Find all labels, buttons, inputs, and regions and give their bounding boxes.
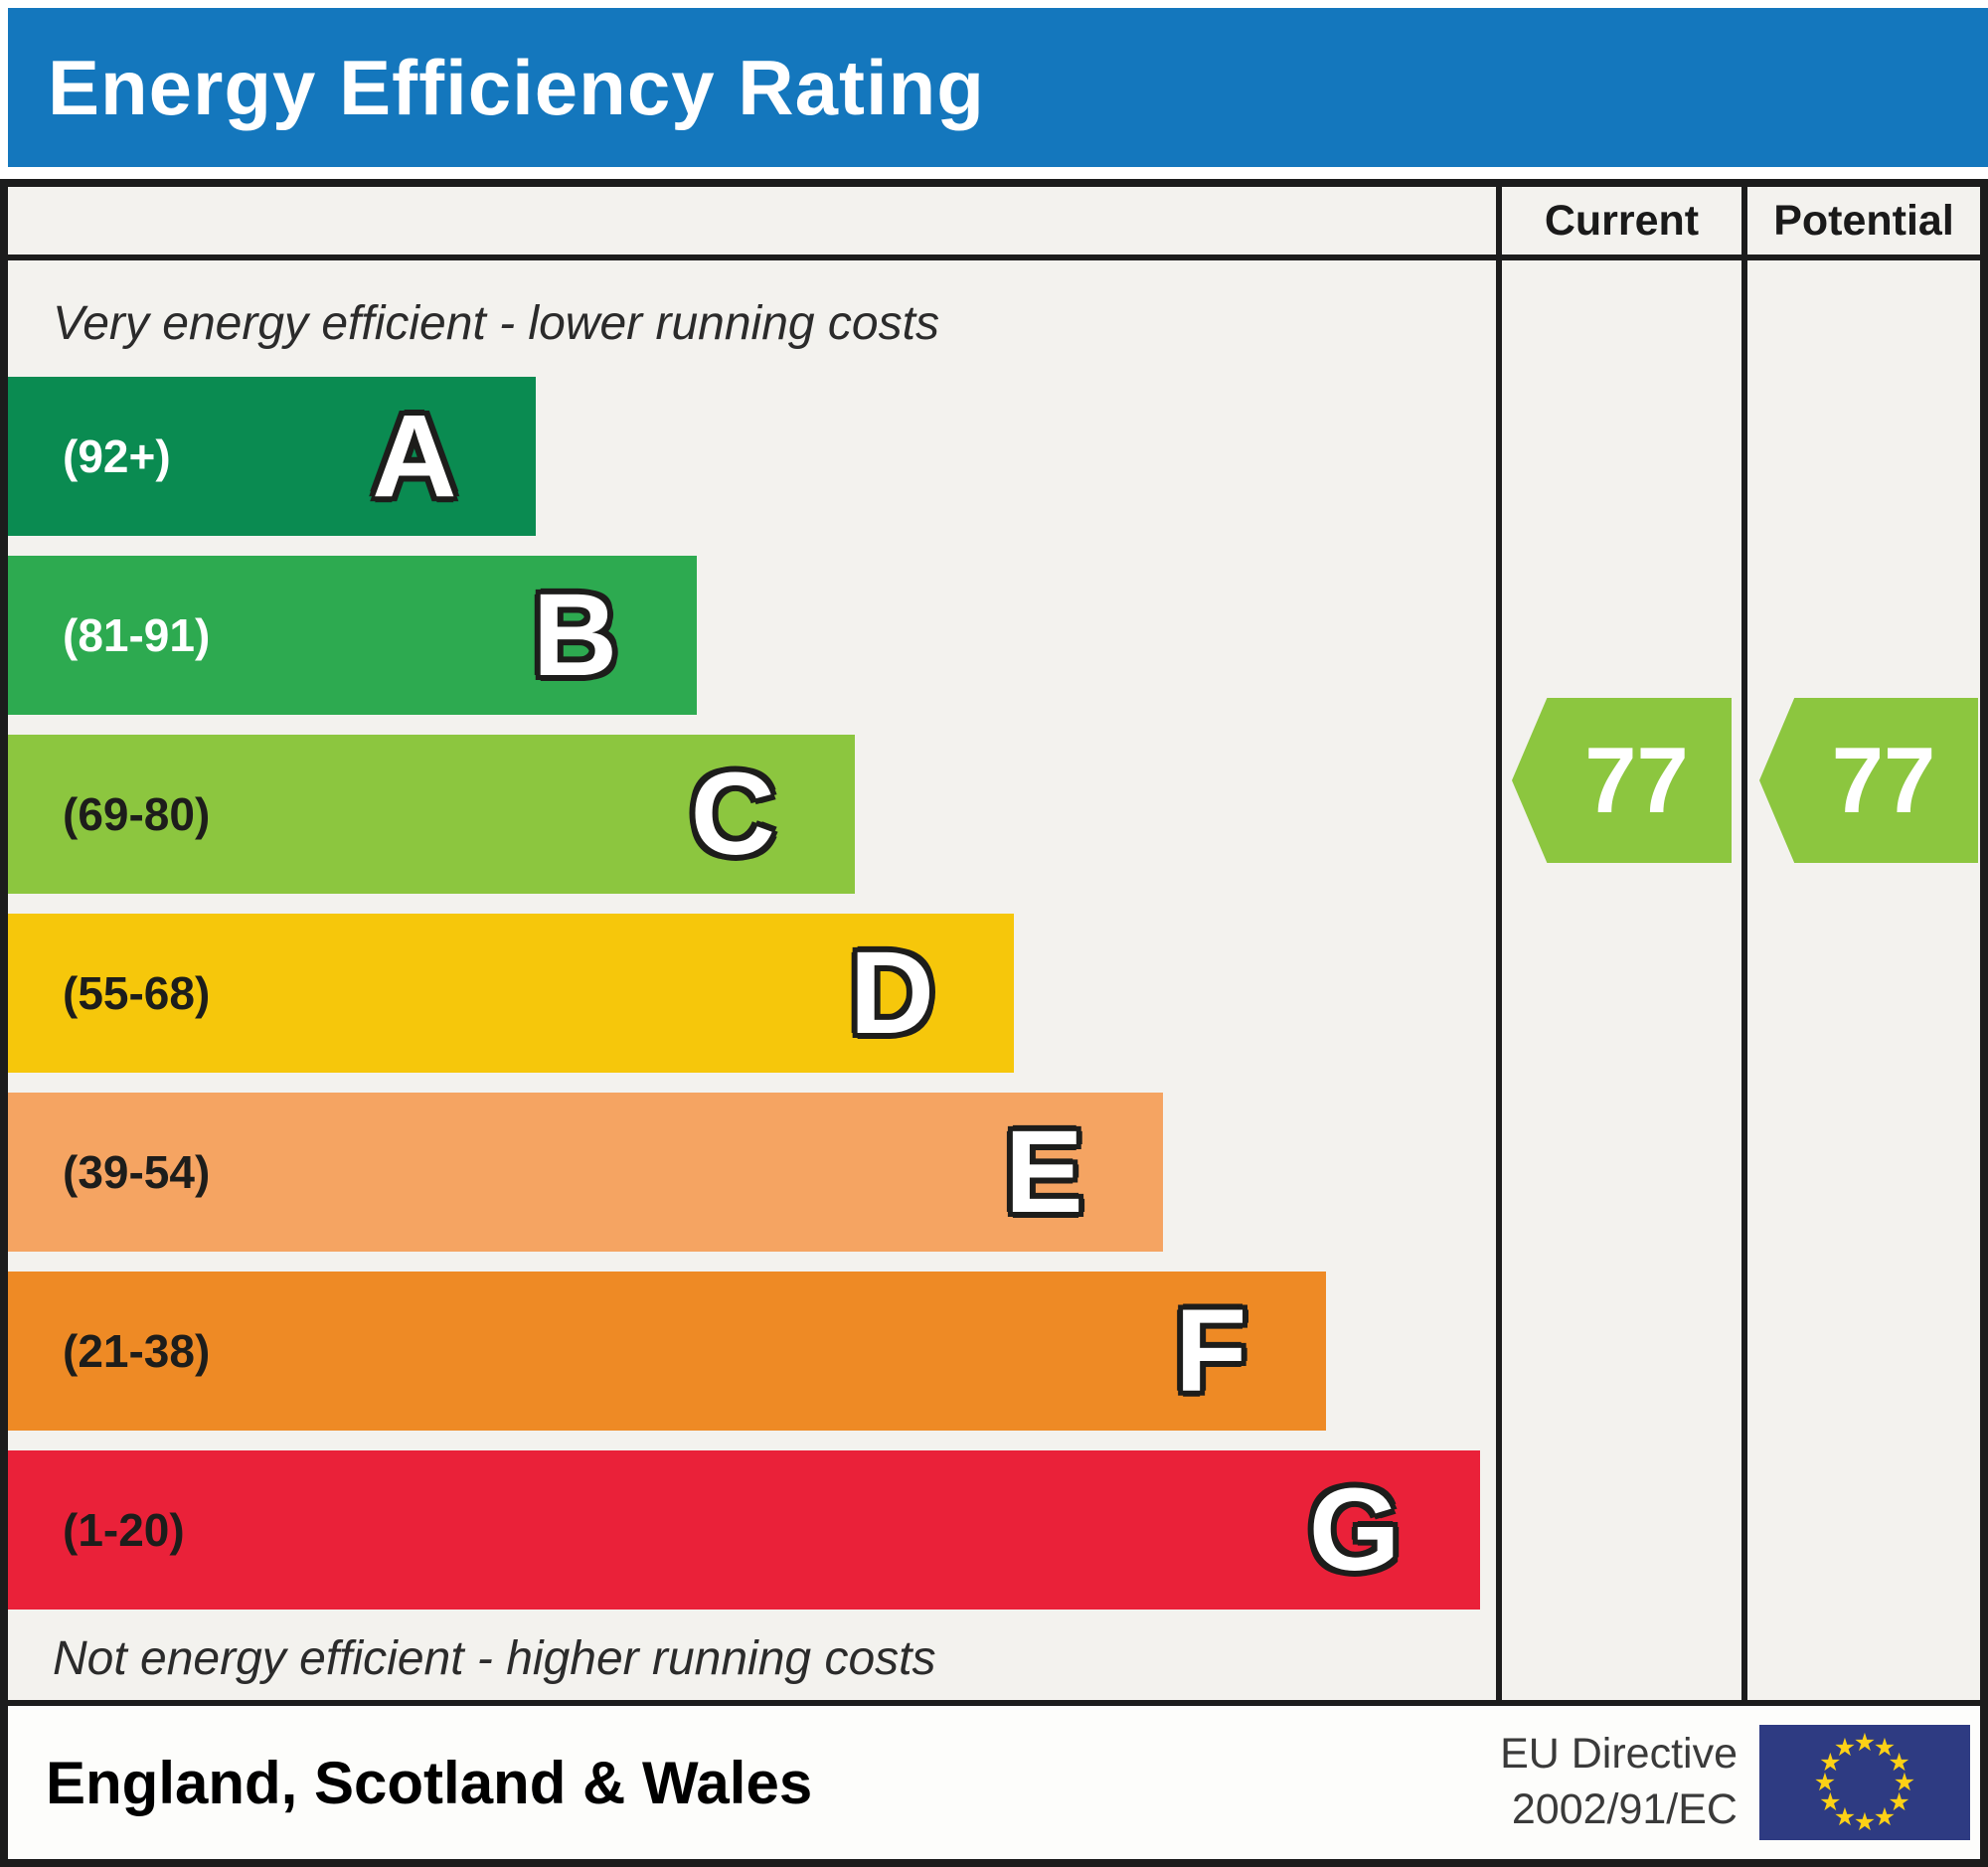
table-header-row: Current Potential (8, 187, 1980, 260)
band-bar-A: (92+) A (8, 377, 537, 536)
band-range-label-D: (55-68) (63, 967, 211, 1019)
band-range-label-A: (92+) (63, 430, 171, 482)
eu-flag-star-icon: ★ (1873, 1734, 1897, 1763)
band-row-D: (55-68) D (8, 914, 1496, 1073)
table-body-row: Very energy efficient - lower running co… (8, 260, 1980, 1700)
column-header-potential: Potential (1741, 187, 1980, 255)
epc-band-list: (92+) A (81-91) B (69-80) C (55-68) D (39-54) E (2… (8, 377, 1496, 1629)
band-row-C: (69-80) C (8, 735, 1496, 894)
band-row-B: (81-91) B (8, 556, 1496, 715)
band-row-E: (39-54) E (8, 1093, 1496, 1252)
eu-flag-star-icon: ★ (1853, 1808, 1877, 1836)
band-letter-G: G (1308, 1464, 1401, 1596)
band-letter-D: D (849, 928, 934, 1059)
band-row-G: (1-20) G (8, 1450, 1496, 1610)
band-bar-G: (1-20) G (8, 1450, 1480, 1610)
band-range-label-C: (69-80) (63, 788, 211, 840)
eu-flag-star-icon: ★ (1893, 1769, 1916, 1796)
eu-flag-star-icon: ★ (1833, 1734, 1857, 1763)
eu-flag-star-icon: ★ (1813, 1769, 1837, 1796)
band-range-label-G: (1-20) (63, 1504, 185, 1556)
eu-directive-label: EU Directive 2002/91/EC (1500, 1727, 1738, 1838)
epc-table: Current Potential Very energy efficient … (0, 179, 1988, 1867)
current-rating-arrow: 77 (1512, 698, 1732, 863)
region-label: England, Scotland & Wales (46, 1749, 813, 1816)
caption-inefficient: Not energy efficient - higher running co… (53, 1632, 936, 1685)
potential-rating-value: 77 (1831, 728, 1936, 832)
eu-flag-star-icon: ★ (1888, 1788, 1910, 1816)
title-bar: Energy Efficiency Rating (8, 8, 1988, 167)
current-rating-value: 77 (1584, 728, 1689, 832)
band-range-label-E: (39-54) (63, 1146, 211, 1198)
header-spacer (8, 187, 1496, 255)
column-header-current: Current (1496, 187, 1741, 255)
band-row-A: (92+) A (8, 377, 1496, 536)
potential-rating-cell: 77 (1741, 260, 1980, 1700)
band-bar-F: (21-38) F (8, 1272, 1327, 1431)
eu-flag-star-icon: ★ (1873, 1802, 1897, 1831)
band-row-F: (21-38) F (8, 1272, 1496, 1431)
eu-directive-line2: 2002/91/EC (1511, 1785, 1738, 1833)
potential-rating-arrow: 77 (1759, 698, 1978, 863)
band-letter-A: A (372, 391, 457, 522)
caption-efficient: Very energy efficient - lower running co… (53, 297, 939, 350)
band-bar-B: (81-91) B (8, 556, 698, 715)
table-footer-row: England, Scotland & Wales EU Directive 2… (8, 1700, 1980, 1859)
eu-flag-star-icon: ★ (1833, 1802, 1857, 1831)
band-bar-E: (39-54) E (8, 1093, 1163, 1252)
band-bar-C: (69-80) C (8, 735, 855, 894)
band-letter-B: B (532, 570, 618, 701)
band-range-label-F: (21-38) (63, 1325, 211, 1377)
band-range-label-B: (81-91) (63, 609, 211, 661)
page-title: Energy Efficiency Rating (48, 43, 985, 131)
band-letter-F: F (1175, 1285, 1247, 1417)
eu-flag-star-icon: ★ (1819, 1749, 1842, 1777)
current-rating-cell: 77 (1496, 260, 1741, 1700)
eu-flag-star-icon: ★ (1853, 1729, 1877, 1757)
band-bar-D: (55-68) D (8, 914, 1014, 1073)
eu-flag-star-icon: ★ (1819, 1788, 1842, 1816)
eu-flag-icon: ★ ★ ★ ★ ★ ★ ★ ★ ★ ★ ★ ★ (1759, 1725, 1970, 1840)
epc-chart: Very energy efficient - lower running co… (8, 260, 1496, 1700)
band-letter-C: C (690, 749, 775, 880)
band-letter-E: E (1004, 1106, 1083, 1238)
eu-directive-line1: EU Directive (1500, 1730, 1738, 1779)
eu-flag-star-icon: ★ (1888, 1749, 1910, 1777)
